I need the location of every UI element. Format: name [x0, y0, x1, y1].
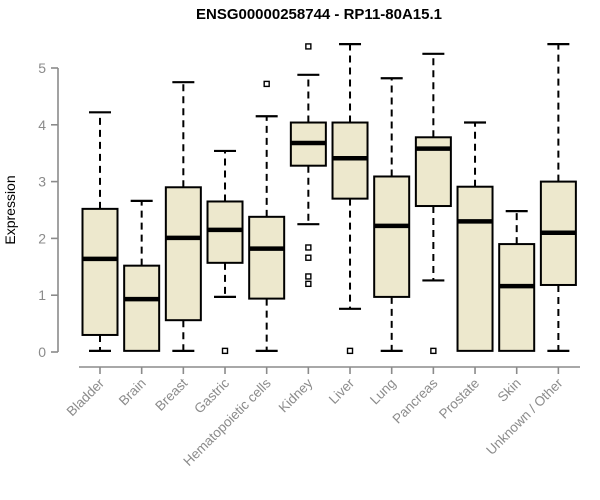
boxplot-kidney	[289, 43, 327, 288]
x-tick-label-brain: Brain	[116, 376, 149, 409]
y-tick-label: 5	[38, 60, 46, 76]
boxplot-liver	[331, 43, 369, 355]
boxplot-lung	[373, 77, 411, 352]
x-tick-label-bladder: Bladder	[64, 375, 108, 419]
y-tick-label: 2	[38, 230, 46, 246]
y-tick-label: 3	[38, 174, 46, 190]
boxplot-hematopoietic-cells	[248, 80, 286, 352]
box	[206, 200, 244, 264]
outlier-point	[305, 280, 312, 288]
box	[373, 175, 411, 298]
boxplot-skin	[498, 210, 536, 352]
x-tick-label-lung: Lung	[367, 376, 399, 408]
outlier-point	[221, 347, 229, 355]
x-tick-label-skin: Skin	[495, 376, 524, 405]
outlier-point	[305, 43, 312, 50]
y-axis-label: Expression	[2, 175, 18, 244]
boxplot-unknown-other	[539, 43, 577, 352]
y-tick-label: 4	[38, 117, 46, 133]
y-axis: 0 1 2 3 4 5	[38, 60, 59, 360]
boxplot-bladder	[81, 111, 119, 352]
boxplot-series	[81, 43, 577, 355]
y-tick-label: 0	[38, 344, 46, 360]
outlier-point	[305, 273, 312, 280]
box	[164, 186, 202, 322]
box	[331, 121, 369, 200]
boxplot-pancreas	[414, 52, 452, 355]
y-tick-label: 1	[38, 287, 46, 303]
outlier-point	[305, 244, 312, 251]
x-tick-label-kidney: Kidney	[276, 375, 316, 415]
x-tick-label-liver: Liver	[326, 375, 358, 407]
box	[248, 215, 286, 300]
x-tick-label-breast: Breast	[152, 375, 190, 413]
box	[123, 264, 161, 352]
box	[498, 243, 536, 352]
x-tick-label-gastric: Gastric	[191, 375, 232, 416]
x-tick-label-pancreas: Pancreas	[390, 375, 441, 426]
chart-title: ENSG00000258744 - RP11-80A15.1	[196, 6, 442, 23]
outlier-point	[305, 254, 312, 261]
box	[456, 185, 494, 352]
x-tick-label-prostate: Prostate	[436, 376, 482, 422]
boxplot-brain	[123, 199, 161, 352]
outlier-point	[430, 347, 437, 355]
x-tick-label-unknown-other: Unknown / Other	[483, 375, 566, 458]
boxplot-prostate	[456, 121, 494, 352]
outlier-point	[346, 347, 354, 355]
outlier-point	[263, 80, 270, 88]
boxplot-gastric	[206, 149, 244, 355]
box	[81, 207, 119, 336]
boxplot-breast	[164, 81, 202, 352]
